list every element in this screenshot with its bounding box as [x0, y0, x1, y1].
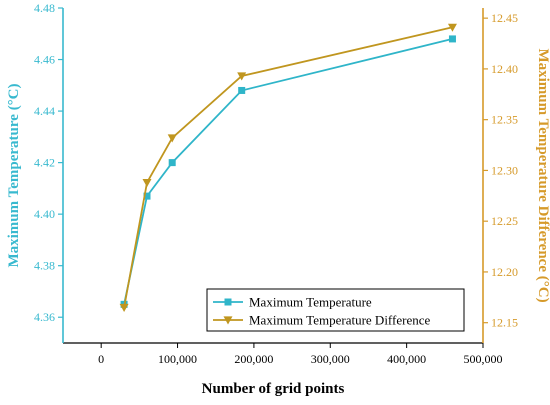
- y-right-tick-label: 12.25: [491, 214, 518, 228]
- x-tick-label: 500,000: [464, 352, 503, 366]
- x-tick-label: 400,000: [387, 352, 426, 366]
- data-point-triangle: [119, 303, 129, 312]
- y-left-tick-label: 4.46: [34, 53, 55, 67]
- y-left-tick-label: 4.40: [34, 207, 55, 221]
- x-axis-ticks: 0 100,000 200,000 300,000 400,000 500,000: [98, 343, 503, 366]
- legend-marker-square: [224, 298, 232, 306]
- legend-item-maximum-temperature: Maximum Temperature: [213, 295, 372, 310]
- y-left-tick-label: 4.42: [34, 156, 55, 170]
- data-point-triangle: [142, 179, 152, 188]
- y-right-axis-ticks: 12.15 12.20 12.25 12.30 12.35 12.40 12.45: [483, 11, 518, 330]
- y-left-axis-title: Maximum Temperature (°C): [6, 83, 22, 267]
- y-left-tick-label: 4.48: [34, 1, 55, 15]
- x-tick-label: 0: [98, 352, 104, 366]
- legend-label-maximum-temperature-difference: Maximum Temperature Difference: [249, 313, 430, 328]
- legend-box: [206, 288, 465, 332]
- x-tick-label: 100,000: [158, 352, 197, 366]
- plot-area: [62, 8, 484, 344]
- y-left-tick-label: 4.36: [34, 310, 55, 324]
- y-right-tick-label: 12.20: [491, 265, 518, 279]
- y-right-tick-label: 12.15: [491, 316, 518, 330]
- legend-item-maximum-temperature-difference: Maximum Temperature Difference: [213, 313, 430, 328]
- y-left-axis-ticks: 4.36 4.38 4.40 4.42 4.44 4.46 4.48: [34, 1, 63, 324]
- legend-label-maximum-temperature: Maximum Temperature: [249, 295, 372, 310]
- legend: Maximum Temperature Maximum Temperature …: [206, 288, 465, 332]
- data-point-triangle: [447, 23, 457, 32]
- x-tick-label: 300,000: [311, 352, 350, 366]
- data-point-square: [143, 192, 151, 200]
- data-point-triangle: [167, 134, 177, 143]
- y-left-tick-label: 4.44: [34, 104, 55, 118]
- y-right-tick-label: 12.45: [491, 11, 518, 25]
- series-layer: [119, 23, 457, 312]
- y-right-tick-label: 12.40: [491, 62, 518, 76]
- x-axis-title: Number of grid points: [202, 381, 345, 397]
- legend-marker-triangle-down: [223, 316, 233, 325]
- y-right-tick-label: 12.35: [491, 113, 518, 127]
- y-left-tick-label: 4.38: [34, 259, 55, 273]
- data-point-square: [238, 86, 246, 94]
- x-tick-label: 200,000: [234, 352, 273, 366]
- data-point-triangle: [237, 72, 247, 81]
- series-line-maximum-temperature-difference: [123, 26, 453, 308]
- series-line-maximum-temperature: [123, 38, 453, 305]
- y-right-axis-title: Maximum Temperature Difference (°C): [535, 48, 550, 302]
- y-right-tick-label: 12.30: [491, 163, 518, 177]
- data-point-square: [448, 35, 456, 43]
- data-point-square: [168, 159, 176, 167]
